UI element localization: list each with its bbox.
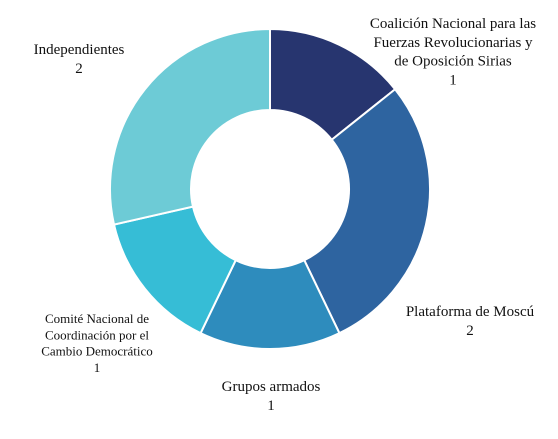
slice-label-line: Plataforma de Moscú xyxy=(406,304,535,320)
slice-label: Independientes 2 xyxy=(34,42,125,77)
slice-label-line: de Oposición Sirias xyxy=(394,54,512,70)
slice-label: Comité Nacional de Coordinación por el Cam… xyxy=(41,311,153,375)
slice-label-line: Grupos armados xyxy=(222,379,321,395)
slice-value-label: 1 xyxy=(267,398,275,414)
donut-slice xyxy=(302,87,431,335)
slice-label-line: Coalición Nacional para las xyxy=(370,16,536,32)
donut-slice xyxy=(109,27,271,226)
slice-label: Plataforma de Moscú 2 xyxy=(406,304,535,339)
slice-value-label: 2 xyxy=(75,61,83,77)
slice-value-label: 1 xyxy=(94,360,101,375)
donut-slices xyxy=(109,27,431,350)
slice-label-line: Fuerzas Revolucionarias y xyxy=(373,35,533,51)
slice-label: Grupos armados 1 xyxy=(222,379,321,414)
slice-labels: Coalición Nacional para las Fuerzas Revol… xyxy=(34,16,537,414)
slice-label-line: Independientes xyxy=(34,42,125,58)
slice-value-label: 2 xyxy=(466,323,474,339)
slice-label: Coalición Nacional para las Fuerzas Revol… xyxy=(370,16,536,88)
slice-label-line: Cambio Democrático xyxy=(41,344,153,359)
slice-label-line: Coordinación por el xyxy=(45,327,149,342)
slice-value-label: 1 xyxy=(449,72,457,88)
slice-label-line: Comité Nacional de xyxy=(45,311,149,326)
